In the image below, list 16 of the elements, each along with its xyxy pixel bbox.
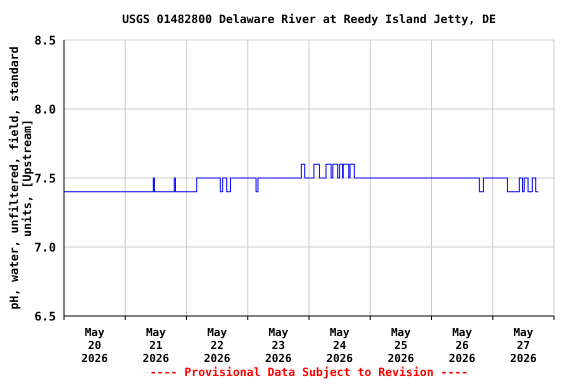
x-tick-label: May 27 2026 xyxy=(510,326,537,365)
chart-title: USGS 01482800 Delaware River at Reedy Island Jetty, DE xyxy=(121,12,497,26)
y-tick-label: 8.5 xyxy=(34,33,56,48)
text: ---- Provisional Data Subject to Revision ---- xyxy=(148,365,470,379)
x-tick-label: May 24 2026 xyxy=(326,326,354,365)
x-tick-label: May 23 2026 xyxy=(265,326,292,365)
x-tick-label: May 25 2026 xyxy=(388,326,414,365)
y-tick-label: 7.0 xyxy=(34,240,56,254)
y-tick-label: 6.5 xyxy=(34,309,56,324)
x-tick-label: May 21 2026 xyxy=(142,326,170,365)
y-tick-label: 7.5 xyxy=(34,171,56,186)
y-axis-title: pH, water, unfiltered, field, standard units, [Upstream] xyxy=(7,46,34,310)
x-tick-label: May 26 2026 xyxy=(448,326,476,365)
x-tick-label: May 20 2026 xyxy=(81,326,108,365)
x-tick-label: May 22 2026 xyxy=(204,326,231,365)
y-tick-label: 8.0 xyxy=(34,102,56,116)
